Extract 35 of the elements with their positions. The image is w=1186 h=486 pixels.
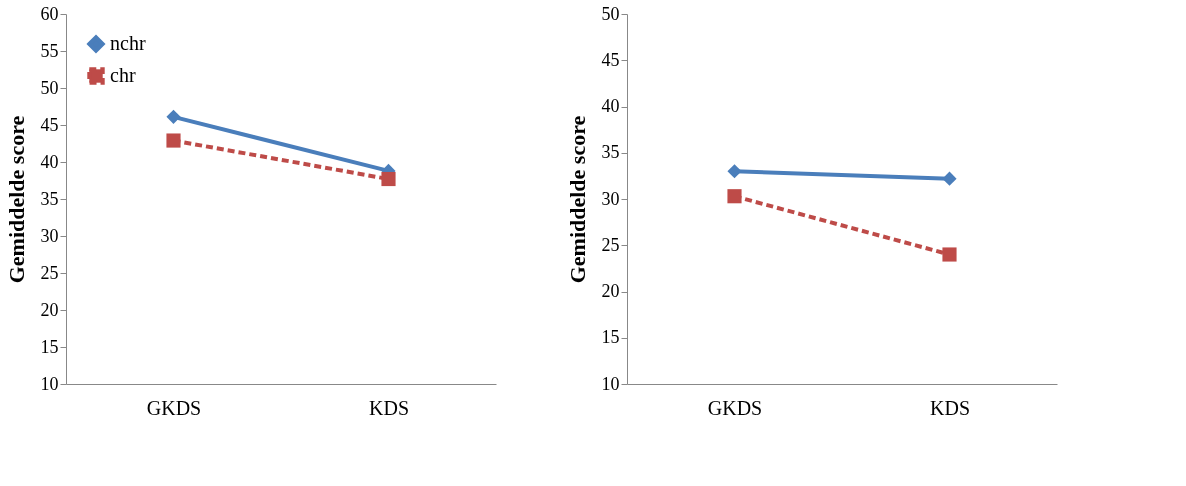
x-tick-label: KDS [368, 396, 410, 419]
y-tick-label: 60 [40, 3, 59, 24]
y-tick-label: 30 [40, 225, 59, 246]
y-tick-label: 20 [40, 299, 59, 320]
y-tick-label: 25 [601, 234, 620, 255]
point [727, 189, 742, 204]
x-tick-label: GKDS [146, 396, 202, 419]
point [381, 171, 396, 187]
y-tick-label: 55 [40, 40, 59, 61]
point [942, 247, 957, 262]
x-tick-label: GKDS [707, 396, 763, 419]
y-tick-label: 40 [601, 96, 620, 116]
y-tick-label: 45 [40, 114, 59, 135]
y-tick-label: 50 [601, 3, 620, 24]
point [727, 164, 742, 179]
y-tick-label: 25 [40, 262, 59, 283]
y-axis-title: Gemiddelde score [564, 115, 590, 284]
y-tick-label: 50 [40, 77, 59, 98]
y-tick-label: 35 [601, 142, 620, 163]
point [942, 171, 957, 186]
y-tick-label: 15 [40, 336, 59, 357]
y-tick-label: 30 [601, 188, 620, 209]
y-tick-label: 40 [40, 151, 59, 172]
x-tick-label: KDS [929, 396, 971, 419]
y-tick-label: 10 [601, 373, 620, 394]
y-tick-label: 35 [40, 188, 59, 209]
y-axis-title: Gemiddelde score [3, 115, 29, 284]
y-tick-label: 15 [601, 327, 620, 348]
y-tick-label: 45 [601, 49, 620, 70]
point [166, 109, 181, 124]
legend-label: nchr [110, 32, 146, 54]
point [166, 133, 181, 148]
legend-label: chr [110, 64, 136, 86]
y-tick-label: 10 [40, 373, 59, 394]
y-tick-label: 20 [601, 281, 620, 301]
